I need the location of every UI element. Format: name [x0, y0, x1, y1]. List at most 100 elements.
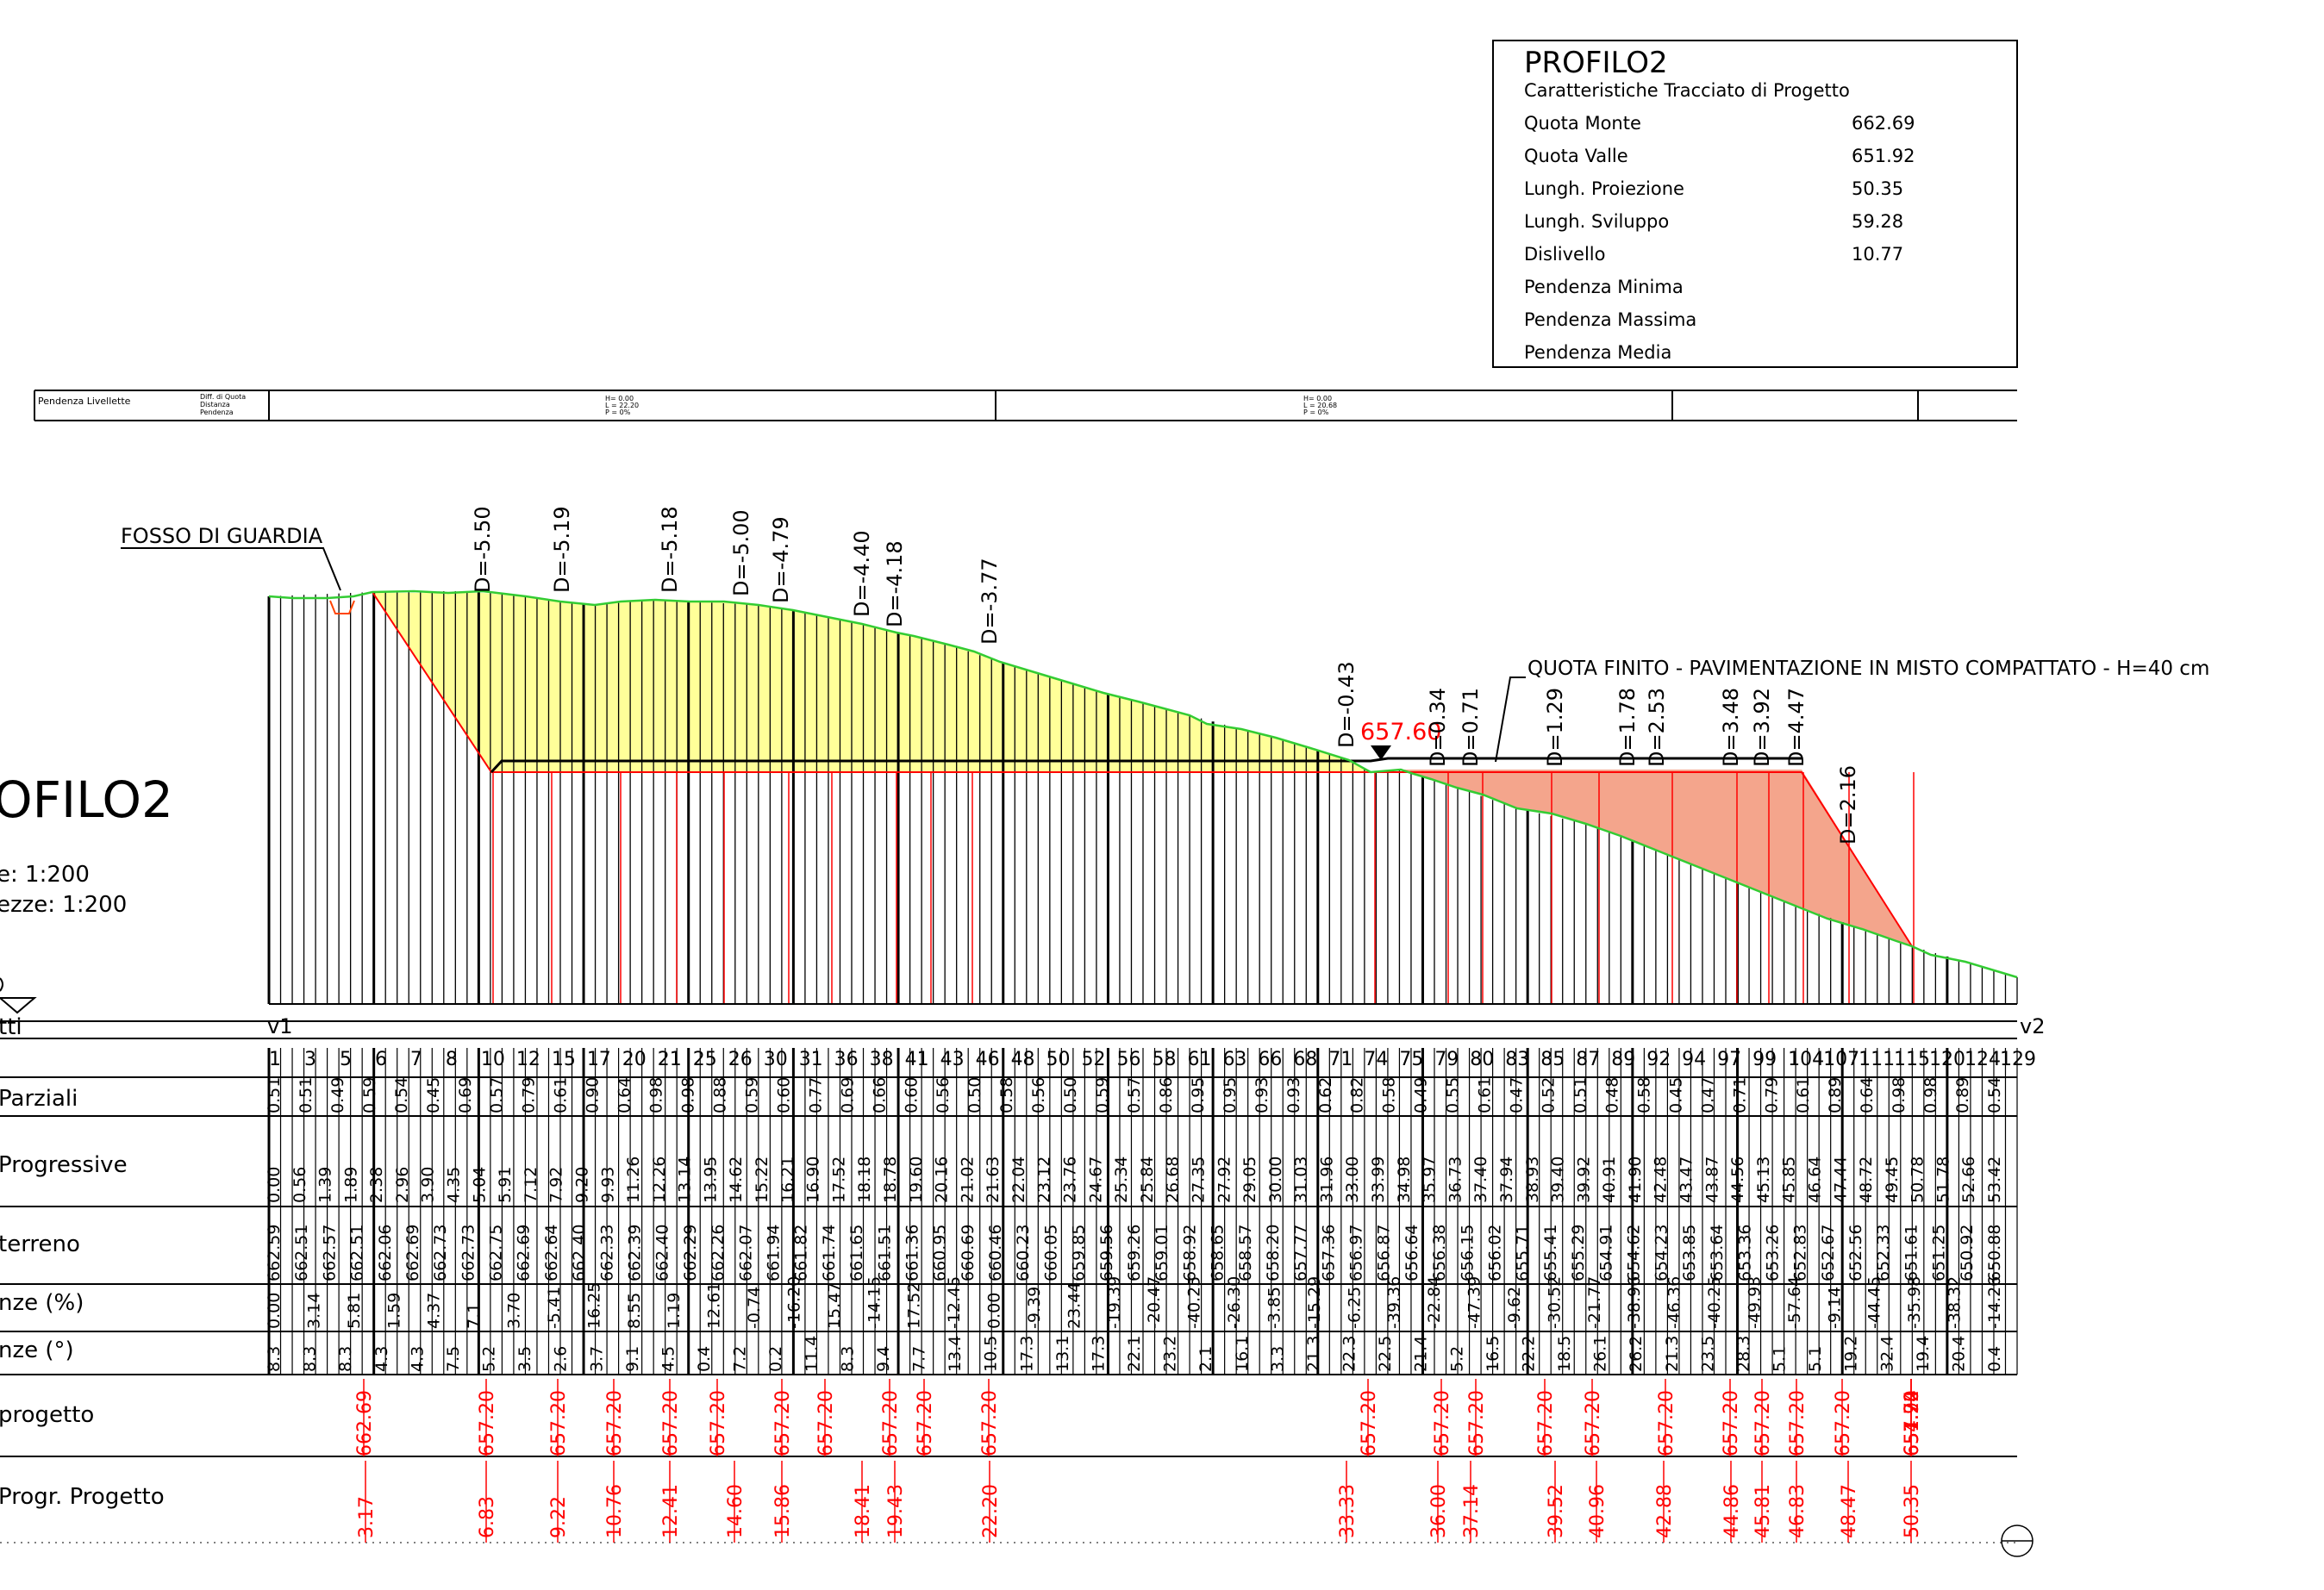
parziali-values-item: 0.71 — [1730, 1077, 1749, 1113]
progressive-values-item: 31.03 — [1292, 1157, 1311, 1203]
pendenze-deg-values-item: 19.4 — [1914, 1336, 1933, 1372]
info-box: PROFILO2 Caratteristiche Tracciato di Pr… — [1492, 40, 2018, 368]
info-row-label: Pendenza Massima — [1524, 309, 1696, 330]
parziali-values-item: 0.54 — [392, 1077, 411, 1113]
parziali-values: 0.51 0.51 0.49 0.59 0.54 0.45 0.69 0.57 0.79 0.61… — [265, 1077, 2004, 1113]
terreno-values-item: 662.64 — [542, 1225, 561, 1281]
quote-progetto-item: 657.20 — [1833, 1390, 1854, 1456]
pendenze-pct-values-item: -20.47 — [1145, 1276, 1164, 1329]
parziali-values-item: 0.51 — [297, 1077, 315, 1113]
quote-progetto-item: 654.74 — [1902, 1390, 1923, 1456]
pendenze-deg-values-item: 17.3 — [1089, 1336, 1108, 1372]
pendenze-pct-values-item: -35.98 — [1905, 1276, 1924, 1329]
progressive-values-item: 29.05 — [1240, 1157, 1259, 1203]
parziali-values-item: 0.49 — [328, 1077, 347, 1113]
progressive-values-item: 12.26 — [650, 1157, 669, 1203]
cut-area — [372, 592, 1371, 772]
pendenze-deg-values-item: 21.3 — [1304, 1336, 1323, 1372]
pendenze-pct-values-item: -22.84 — [1425, 1276, 1444, 1329]
pendenze-deg-values-item: 23.5 — [1698, 1336, 1717, 1372]
progressive-values-item: 2.38 — [367, 1167, 386, 1203]
progressive-values-item: 16.90 — [804, 1157, 823, 1203]
progr-progetto-item: 40.96 — [1587, 1484, 1609, 1538]
progressive-values-item: 4.35 — [445, 1167, 464, 1203]
parziali-values-item: 0.61 — [1794, 1077, 1813, 1113]
pendenze-deg-values-item: 3.3 — [1268, 1346, 1287, 1372]
terreno-values-item: 652.33 — [1874, 1225, 1893, 1281]
info-row-label: Quota Monte — [1524, 113, 1641, 134]
design-profile-line — [372, 591, 1913, 947]
quote-progetto-item: 657.20 — [815, 1390, 837, 1456]
quote-progetto-item: 657.20 — [1902, 1390, 1923, 1456]
pendenze-deg-values-item: 21.3 — [1663, 1336, 1682, 1372]
parziali-values-item: 0.58 — [1634, 1077, 1653, 1113]
terreno-values-item: 658.92 — [1180, 1225, 1199, 1281]
section-number: 20 — [622, 1049, 647, 1070]
terreno-values-item: 658.20 — [1264, 1225, 1283, 1281]
terreno-values-item: 659.26 — [1125, 1225, 1144, 1281]
parziali-values-item: 0.79 — [1762, 1077, 1781, 1113]
parziali-values-item: 0.55 — [1444, 1077, 1463, 1113]
progressive-values-item: 38.93 — [1523, 1157, 1542, 1203]
progressive-values-item: 53.42 — [1985, 1157, 2004, 1203]
terreno-values-item: 653.36 — [1735, 1225, 1754, 1281]
progressive-values-item: 7.92 — [547, 1167, 566, 1203]
pendenze-pct-values-item: -38.96 — [1625, 1276, 1644, 1329]
progr-progetto-values: 3.17 6.83 9.22 10.76 12.41 14.60 15.86 18.41 19.… — [356, 1461, 1923, 1543]
terreno-values-item: 660.95 — [931, 1225, 950, 1281]
progressive-values-item: 40.91 — [1600, 1157, 1619, 1203]
pendenze-deg-values-item: 26.1 — [1591, 1336, 1610, 1372]
progressive-values-item: 25.34 — [1112, 1157, 1131, 1203]
progressive-values-item: 14.62 — [727, 1157, 746, 1203]
section-number: 97 — [1717, 1049, 1741, 1070]
pendenze-deg-values-item: 26.2 — [1627, 1336, 1646, 1372]
pendenze-pct-values-item: 8.55 — [625, 1293, 644, 1329]
pendenze-deg-values-item: 5.1 — [1771, 1346, 1790, 1372]
level-marker-value: 657.60 — [1360, 719, 1441, 745]
station-lines — [0, 591, 2018, 1022]
pendenze-deg-values-item: 21.4 — [1412, 1336, 1431, 1372]
progressive-values-item: 39.92 — [1574, 1157, 1593, 1203]
terreno-values-item: 662.39 — [626, 1225, 645, 1281]
pendenze-pct-values-item: -14.15 — [865, 1276, 884, 1329]
quote-progetto-item: 657.20 — [979, 1390, 1001, 1456]
quote-progetto-item: 657.20 — [660, 1390, 682, 1456]
pendenze-pct-values-item: -6.25 — [1345, 1287, 1364, 1329]
terreno-values-item: 661.74 — [820, 1225, 839, 1281]
section-number: 26 — [728, 1049, 753, 1070]
terreno-values-item: 661.94 — [764, 1225, 783, 1281]
pendenze-deg-values-item: 5.2 — [1447, 1346, 1466, 1372]
progressive-values-item: 45.85 — [1780, 1157, 1799, 1203]
parziali-values-item: 0.57 — [488, 1077, 507, 1113]
pendenze-pct-values-item: -44.45 — [1865, 1276, 1884, 1329]
pendenze-deg-values-item: 23.2 — [1161, 1336, 1180, 1372]
quote-progetto-item: 662.69 — [354, 1390, 376, 1456]
pendenza-seg2-h: H= 0.00 — [1303, 395, 1332, 402]
progressive-values-item: 21.63 — [984, 1157, 1003, 1203]
progressive-values-item: 33.00 — [1343, 1157, 1362, 1203]
parziali-values-item: 0.89 — [1953, 1077, 1972, 1113]
progressive-values-item: 11.26 — [624, 1157, 643, 1203]
parziali-values-item: 0.95 — [1189, 1077, 1208, 1113]
parziali-values-item: 0.58 — [1380, 1077, 1399, 1113]
pendenze-pct-values-item: -30.52 — [1545, 1276, 1564, 1329]
row-label-terreno: terreno — [0, 1231, 80, 1257]
progressive-values-item: 43.87 — [1702, 1157, 1721, 1203]
progressive-values-item: 51.78 — [1934, 1157, 1952, 1203]
section-number: 68 — [1293, 1049, 1317, 1070]
progressive-values-item: 39.40 — [1549, 1157, 1568, 1203]
pendenze-deg-values-item: 22.1 — [1125, 1336, 1144, 1372]
pendenze-deg-values-item: 16.5 — [1484, 1336, 1502, 1372]
terreno-values-item: 652.83 — [1791, 1225, 1810, 1281]
section-number: 83 — [1505, 1049, 1529, 1070]
progressive-values-item: 2.96 — [393, 1167, 412, 1203]
pendenza-legend-3: Pendenza — [200, 408, 234, 416]
pendenze-deg-values-item: 22.3 — [1340, 1336, 1359, 1372]
pendenze-deg-values-item: 7.2 — [731, 1346, 750, 1372]
progressive-values-item: 26.68 — [1164, 1157, 1183, 1203]
pendenze-deg-values-item: 8.3 — [301, 1346, 320, 1372]
parziali-values-item: 0.45 — [1666, 1077, 1685, 1113]
section-number: 71 — [1328, 1049, 1353, 1070]
pendenze-pct-values-item: -46.36 — [1665, 1276, 1684, 1329]
pendenze-pct-values-item: -26.30 — [1225, 1276, 1244, 1329]
